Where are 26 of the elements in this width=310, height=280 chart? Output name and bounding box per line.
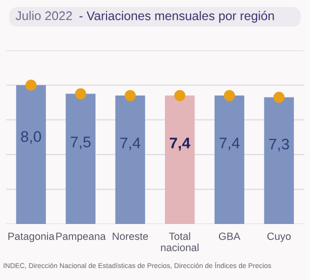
point xyxy=(174,90,186,102)
bar xyxy=(66,94,96,224)
x-tick-label: Noreste xyxy=(112,232,148,240)
x-tick-label: Patagonia xyxy=(8,232,54,242)
point xyxy=(224,90,235,102)
data-label: 7,4 xyxy=(170,138,190,151)
data-label: 7,5 xyxy=(70,136,91,150)
point xyxy=(25,80,37,91)
x-tick-label: Cuyo xyxy=(267,232,291,242)
point xyxy=(273,92,285,103)
x-tick-label: Pampeana xyxy=(56,232,106,242)
bar xyxy=(264,97,294,224)
point xyxy=(124,90,136,102)
bar xyxy=(16,85,46,224)
data-label: 8,0 xyxy=(21,131,42,144)
x-tick-label: GBA xyxy=(218,232,240,240)
chart-subtitle: - Variaciones mensuales por región xyxy=(80,10,274,23)
bar xyxy=(164,96,195,224)
point xyxy=(75,88,86,100)
bar xyxy=(214,96,244,224)
data-label: 7,4 xyxy=(120,138,140,150)
data-label: 7,3 xyxy=(269,138,289,152)
chart-title: Julio 2022 xyxy=(16,10,72,20)
bar xyxy=(115,96,146,224)
data-label: 7,4 xyxy=(220,138,240,150)
x-tick-label: Total nacional xyxy=(161,232,199,252)
